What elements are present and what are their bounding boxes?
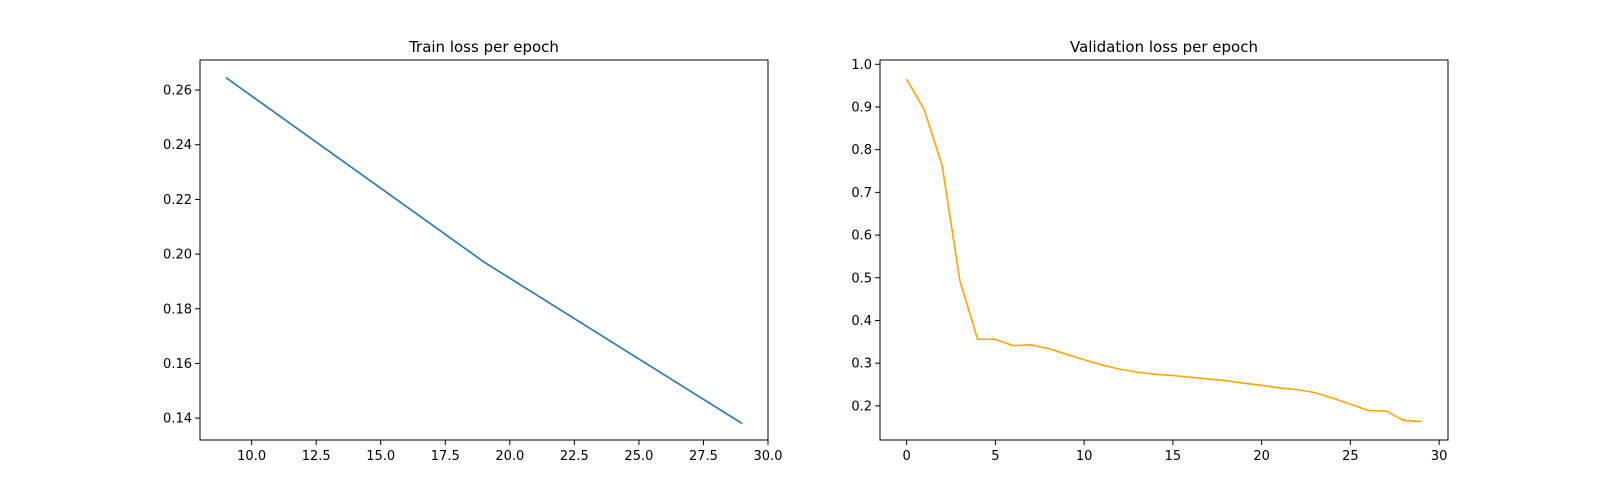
validation-loss-x-tick-label: 15 — [1165, 449, 1182, 464]
train-loss-x-tick-label: 12.5 — [302, 449, 331, 464]
train-loss-plot-area — [200, 60, 768, 440]
train-loss-x-axis: 10.0 12.5 15.0 17.5 20.0 22.5 25.0 27.5 30.0 — [237, 440, 782, 464]
validation-loss-x-tick-label: 0 — [902, 449, 910, 464]
train-loss-x-tick-label: 15.0 — [366, 449, 395, 464]
train-loss-y-tick-label: 0.26 — [163, 84, 192, 99]
train-loss-y-tick-label: 0.20 — [163, 248, 192, 263]
train-loss-y-tick-label: 0.14 — [163, 412, 192, 427]
train-loss-x-tick-label: 22.5 — [560, 449, 589, 464]
validation-loss-y-tick-label: 0.8 — [851, 143, 872, 158]
train-loss-y-tick-label: 0.22 — [163, 193, 192, 208]
train-loss-axes-frame — [199, 59, 769, 441]
validation-loss-y-tick-label: 0.2 — [851, 399, 872, 414]
validation-loss-axes-frame — [879, 59, 1449, 441]
validation-loss-line-series-0 — [905, 78, 1422, 423]
validation-loss-x-tick-label: 25 — [1342, 449, 1359, 464]
validation-loss-x-tick-label: 20 — [1253, 449, 1270, 464]
validation-loss-panel: Validation loss per epoch 0 5 10 15 20 25 30 0… — [851, 38, 1449, 464]
train-loss-y-tick-label: 0.16 — [163, 357, 192, 372]
validation-loss-x-tick-label: 10 — [1076, 449, 1093, 464]
validation-loss-y-tick-label: 0.9 — [851, 100, 872, 115]
validation-loss-series-group — [905, 78, 1422, 423]
train-loss-panel: Train loss per epoch 10.0 12.5 15.0 17.5 20.… — [163, 38, 782, 464]
validation-loss-x-tick-label: 30 — [1431, 449, 1448, 464]
validation-loss-plot-area — [880, 60, 1448, 440]
validation-loss-y-tick-label: 0.6 — [851, 229, 872, 244]
train-loss-x-tick-label: 20.0 — [495, 449, 524, 464]
train-loss-x-tick-label: 10.0 — [237, 449, 266, 464]
validation-loss-x-axis: 0 5 10 15 20 25 30 — [902, 440, 1447, 464]
train-loss-y-axis: 0.14 0.16 0.18 0.20 0.22 0.24 0.26 — [163, 84, 200, 427]
validation-loss-y-tick-label: 0.4 — [851, 314, 872, 329]
validation-loss-y-tick-label: 0.5 — [851, 271, 872, 286]
validation-loss-y-tick-label: 0.7 — [851, 186, 872, 201]
validation-loss-x-tick-label: 5 — [991, 449, 999, 464]
train-loss-title: Train loss per epoch — [408, 38, 559, 56]
train-loss-line-series-0 — [225, 76, 743, 425]
validation-loss-title: Validation loss per epoch — [1070, 38, 1258, 56]
train-loss-y-tick-label: 0.24 — [163, 138, 192, 153]
train-loss-x-tick-label: 17.5 — [431, 449, 460, 464]
train-loss-x-tick-label: 27.5 — [689, 449, 718, 464]
train-loss-x-tick-label: 25.0 — [624, 449, 653, 464]
validation-loss-y-axis: 0.2 0.3 0.4 0.5 0.6 0.7 0.8 0.9 1.0 — [851, 58, 880, 414]
train-loss-x-tick-label: 30.0 — [754, 449, 783, 464]
train-loss-series-group — [225, 76, 743, 425]
validation-loss-y-tick-label: 1.0 — [851, 58, 872, 73]
validation-loss-y-tick-label: 0.3 — [851, 357, 872, 372]
train-loss-y-tick-label: 0.18 — [163, 302, 192, 317]
